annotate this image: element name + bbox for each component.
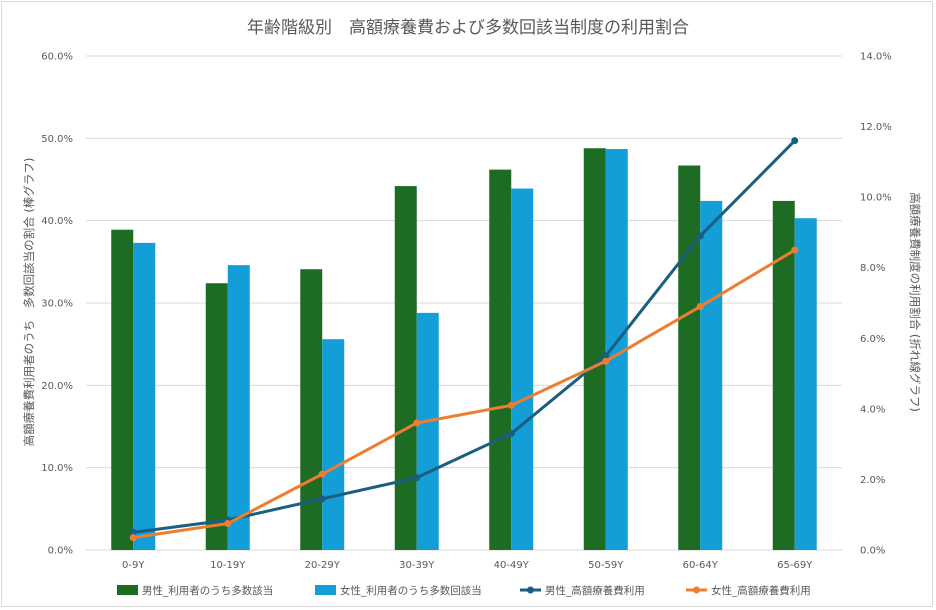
x-tick-label: 20-29Y: [305, 560, 341, 571]
right-tick-label: 0.0%: [860, 546, 885, 557]
legend: 男性_利用者のうち多数該当 女性_利用者のうち多数回該当 男性_高額療養費利用 女性_…: [117, 584, 811, 597]
bar-female: [605, 149, 628, 550]
bar-male: [772, 200, 795, 550]
x-tick-label: 50-59Y: [588, 560, 624, 571]
legend-marker: [693, 586, 700, 594]
right-tick-label: 10.0%: [860, 193, 892, 204]
line-point: [507, 430, 515, 438]
legend-marker: [527, 586, 534, 594]
bar-male: [394, 186, 417, 550]
x-tick-label: 65-69Y: [777, 560, 813, 571]
bar-male: [583, 148, 606, 551]
line-point: [696, 303, 704, 311]
line-point: [507, 401, 515, 409]
x-tick-label: 60-64Y: [683, 560, 719, 571]
x-tick-label: 10-19Y: [210, 560, 246, 571]
line-point: [318, 495, 326, 503]
line-point: [129, 528, 137, 536]
left-axis-title: 高額療養費利用者のうち 多数回該当の割合 (棒グラフ): [22, 158, 36, 447]
line-group: [129, 137, 799, 542]
bar-female: [227, 265, 250, 550]
gridlines: [86, 55, 842, 551]
left-tick-label: 30.0%: [41, 299, 73, 310]
legend-swatch: [117, 585, 138, 595]
line-point: [224, 520, 232, 528]
right-axis-title: 高額療養費制度の利用割合 (折れ線グラフ): [908, 192, 922, 412]
line-point: [413, 474, 421, 482]
line-point: [791, 137, 799, 145]
line-point: [413, 419, 421, 427]
chart-title: 年齢階級別 高額療養費および多数回該当制度の利用割合: [247, 18, 689, 38]
bar-female: [322, 339, 345, 550]
legend-label: 女性_利用者のうち多数回該当: [340, 584, 482, 597]
line-point: [696, 232, 704, 240]
left-axis-ticks: 0.0% 10.0% 20.0% 30.0% 40.0% 50.0% 60.0%: [41, 52, 73, 557]
bar-male: [489, 169, 512, 550]
right-tick-label: 14.0%: [860, 52, 892, 63]
left-tick-label: 40.0%: [41, 216, 73, 227]
bar-female: [416, 312, 439, 550]
right-tick-label: 12.0%: [860, 122, 892, 133]
bar-female: [794, 218, 817, 551]
x-tick-label: 40-49Y: [494, 560, 530, 571]
bar-female: [133, 242, 156, 550]
line-point: [602, 352, 610, 360]
left-tick-label: 0.0%: [48, 546, 73, 557]
legend-swatch: [315, 585, 336, 595]
left-tick-label: 20.0%: [41, 381, 73, 392]
right-axis-ticks: 0.0% 2.0% 4.0% 6.0% 8.0% 10.0% 12.0% 14.0%: [860, 52, 892, 557]
bar-group: [111, 148, 817, 551]
right-tick-label: 2.0%: [860, 475, 885, 486]
bar-female: [700, 200, 723, 550]
right-tick-label: 8.0%: [860, 263, 885, 274]
right-tick-label: 4.0%: [860, 404, 885, 415]
x-tick-label: 30-39Y: [399, 560, 435, 571]
bar-male: [678, 165, 701, 550]
bar-male: [205, 283, 228, 550]
bar-female: [511, 188, 534, 550]
legend-label: 女性_高額療養費利用: [711, 584, 811, 597]
legend-label: 男性_高額療養費利用: [545, 584, 645, 597]
left-tick-label: 10.0%: [41, 463, 73, 474]
left-tick-label: 50.0%: [41, 134, 73, 145]
right-tick-label: 6.0%: [860, 334, 885, 345]
x-axis-ticks: 0-9Y 10-19Y 20-29Y 30-39Y 40-49Y 50-59Y 60-64Y…: [122, 560, 813, 571]
bar-male: [300, 269, 323, 550]
line-point: [129, 534, 137, 542]
line-point: [318, 470, 326, 478]
line-point: [791, 246, 799, 254]
line-point: [602, 357, 610, 365]
legend-label: 男性_利用者のうち多数該当: [142, 584, 273, 597]
bar-male: [111, 229, 134, 550]
x-tick-label: 0-9Y: [122, 560, 145, 571]
line-female: [133, 248, 796, 540]
left-tick-label: 60.0%: [41, 52, 73, 63]
